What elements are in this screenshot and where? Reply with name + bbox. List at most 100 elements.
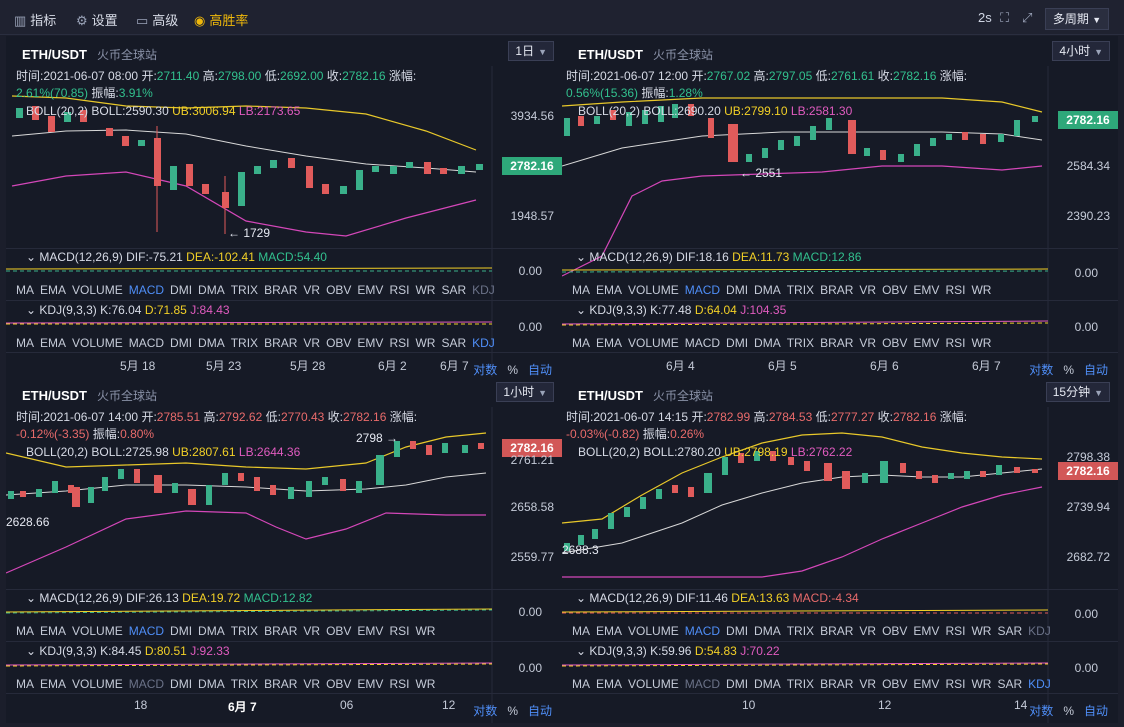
tab-dma[interactable]: DMA	[754, 677, 781, 691]
tab-volume[interactable]: VOLUME	[628, 283, 679, 297]
candlestick-chart[interactable]	[562, 377, 1118, 723]
tab-trix[interactable]: TRIX	[230, 283, 259, 297]
tab-dmi[interactable]: DMI	[726, 677, 749, 691]
percent-scale-toggle[interactable]: %	[1063, 704, 1074, 718]
expand-icon[interactable]: ⤢	[1022, 10, 1033, 25]
chevron-down-icon[interactable]: ⌄	[576, 591, 587, 605]
tab-dmi[interactable]: DMI	[170, 283, 193, 297]
tab-vr[interactable]: VR	[303, 624, 321, 638]
candlestick-chart[interactable]	[562, 36, 1118, 382]
tab-dma[interactable]: DMA	[198, 336, 225, 350]
tab-macd[interactable]: MACD	[684, 336, 721, 350]
tab-rsi[interactable]: RSI	[945, 336, 966, 350]
tab-ema[interactable]: EMA	[40, 677, 67, 691]
chart-panel-15m[interactable]: ETH/USDT 火币全球站 15分钟 ▼ 时间:2021-06-07 14:15 …	[562, 377, 1118, 723]
auto-scale-toggle[interactable]: 自动	[1083, 704, 1108, 718]
tab-trix[interactable]: TRIX	[230, 336, 259, 350]
chart-panel-1h[interactable]: ETH/USDT 火币全球站 1小时 ▼ 时间:2021-06-07 14:00 开…	[6, 377, 562, 723]
auto-scale-toggle[interactable]: 自动	[527, 363, 552, 377]
tab-volume[interactable]: VOLUME	[72, 283, 123, 297]
tab-wr[interactable]: WR	[971, 283, 992, 297]
tab-ma[interactable]: MA	[572, 336, 590, 350]
tab-dma[interactable]: DMA	[754, 283, 781, 297]
chevron-down-icon[interactable]: ⌄	[576, 250, 587, 264]
tab-vr[interactable]: VR	[859, 677, 877, 691]
tab-ema[interactable]: EMA	[596, 336, 623, 350]
tab-ema[interactable]: EMA	[596, 677, 623, 691]
tab-obv[interactable]: OBV	[882, 336, 908, 350]
timeframe-dropdown[interactable]: 1小时 ▼	[496, 382, 554, 402]
timeframe-dropdown[interactable]: 1日 ▼	[508, 41, 554, 61]
tab-rsi[interactable]: RSI	[945, 283, 966, 297]
toolbar-settings[interactable]: ⚙ 设置	[76, 13, 118, 28]
tab-dma[interactable]: DMA	[754, 336, 781, 350]
chevron-down-icon[interactable]: ⌄	[26, 644, 37, 658]
tab-dmi[interactable]: DMI	[170, 677, 193, 691]
tab-brar[interactable]: BRAR	[820, 336, 854, 350]
tab-emv[interactable]: EMV	[913, 283, 940, 297]
tab-obv[interactable]: OBV	[882, 283, 908, 297]
tab-macd[interactable]: MACD	[128, 283, 165, 297]
tab-brar[interactable]: BRAR	[820, 677, 854, 691]
tab-obv[interactable]: OBV	[326, 677, 352, 691]
tab-vr[interactable]: VR	[859, 336, 877, 350]
chart-panel-4h[interactable]: ETH/USDT 火币全球站 4小时 ▼ 时间:2021-06-07 12:00 开…	[562, 36, 1118, 382]
refresh-interval[interactable]: 2s	[978, 10, 992, 25]
timeframe-dropdown[interactable]: 15分钟 ▼	[1045, 382, 1110, 402]
tab-dma[interactable]: DMA	[754, 624, 781, 638]
tab-obv[interactable]: OBV	[326, 624, 352, 638]
tab-brar[interactable]: BRAR	[264, 624, 298, 638]
tab-trix[interactable]: TRIX	[786, 336, 815, 350]
tab-emv[interactable]: EMV	[357, 624, 384, 638]
chevron-down-icon[interactable]: ⌄	[26, 250, 37, 264]
toolbar-advanced[interactable]: ▭ 高级	[136, 13, 179, 28]
fullscreen-icon[interactable]: ⛶	[1000, 10, 1010, 25]
toolbar-high-win-rate[interactable]: ◉ 高胜率	[194, 13, 249, 28]
tab-wr[interactable]: WR	[971, 677, 992, 691]
percent-scale-toggle[interactable]: %	[1063, 363, 1074, 377]
tab-obv[interactable]: OBV	[326, 283, 352, 297]
tab-rsi[interactable]: RSI	[389, 336, 410, 350]
tab-volume[interactable]: VOLUME	[628, 624, 679, 638]
auto-scale-toggle[interactable]: 自动	[1083, 363, 1108, 377]
tab-wr[interactable]: WR	[415, 283, 436, 297]
tab-trix[interactable]: TRIX	[230, 677, 259, 691]
tab-emv[interactable]: EMV	[357, 336, 384, 350]
chart-panel-1d[interactable]: ETH/USDT 火币全球站 1日 ▼ 时间:2021-06-07 08:00 开:…	[6, 36, 562, 382]
tab-obv[interactable]: OBV	[326, 336, 352, 350]
tab-volume[interactable]: VOLUME	[72, 677, 123, 691]
tab-wr[interactable]: WR	[971, 624, 992, 638]
tab-vr[interactable]: VR	[859, 283, 877, 297]
tab-macd[interactable]: MACD	[128, 677, 165, 691]
tab-kdj[interactable]: KDJ	[472, 336, 495, 350]
tab-rsi[interactable]: RSI	[945, 677, 966, 691]
candlestick-chart[interactable]	[6, 36, 562, 382]
chevron-down-icon[interactable]: ⌄	[26, 591, 37, 605]
tab-trix[interactable]: TRIX	[786, 624, 815, 638]
tab-dmi[interactable]: DMI	[726, 283, 749, 297]
tab-wr[interactable]: WR	[415, 677, 436, 691]
tab-kdj[interactable]: KDJ	[1028, 677, 1051, 691]
tab-ema[interactable]: EMA	[40, 283, 67, 297]
tab-obv[interactable]: OBV	[882, 677, 908, 691]
tab-vr[interactable]: VR	[303, 677, 321, 691]
log-scale-toggle[interactable]: 对数	[473, 363, 498, 377]
tab-vr[interactable]: VR	[303, 283, 321, 297]
tab-vr[interactable]: VR	[859, 624, 877, 638]
tab-ma[interactable]: MA	[16, 336, 34, 350]
tab-dmi[interactable]: DMI	[170, 624, 193, 638]
tab-dma[interactable]: DMA	[198, 677, 225, 691]
tab-ma[interactable]: MA	[572, 677, 590, 691]
tab-brar[interactable]: BRAR	[264, 283, 298, 297]
tab-wr[interactable]: WR	[415, 624, 436, 638]
percent-scale-toggle[interactable]: %	[507, 704, 518, 718]
tab-dmi[interactable]: DMI	[726, 624, 749, 638]
tab-ema[interactable]: EMA	[40, 624, 67, 638]
multi-period-dropdown[interactable]: 多周期 ▼	[1045, 8, 1109, 30]
tab-sar[interactable]: SAR	[997, 677, 1023, 691]
tab-dmi[interactable]: DMI	[170, 336, 193, 350]
tab-ema[interactable]: EMA	[596, 624, 623, 638]
tab-sar[interactable]: SAR	[441, 336, 467, 350]
tab-emv[interactable]: EMV	[913, 336, 940, 350]
tab-rsi[interactable]: RSI	[945, 624, 966, 638]
